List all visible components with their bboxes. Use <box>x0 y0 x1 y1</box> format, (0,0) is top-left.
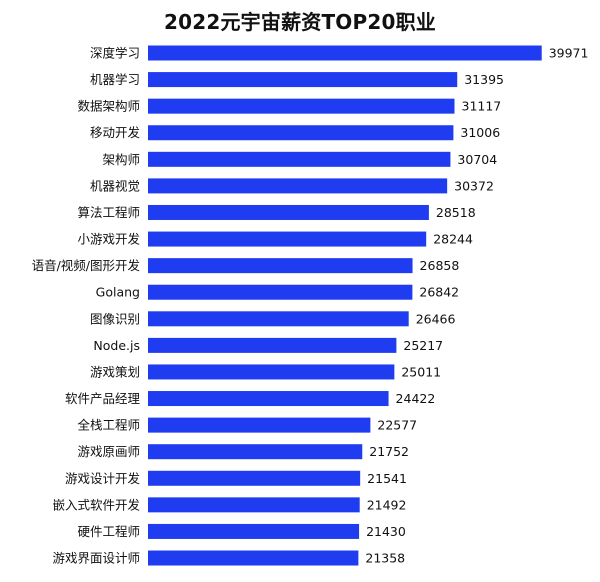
category-label: 小游戏开发 <box>77 232 140 247</box>
value-label: 26466 <box>416 311 456 326</box>
value-label: 28244 <box>433 232 473 247</box>
category-label: 全栈工程师 <box>77 418 140 433</box>
value-label: 25217 <box>403 338 443 353</box>
value-label: 30372 <box>454 178 494 193</box>
value-label: 22577 <box>377 418 417 433</box>
bar <box>148 417 371 433</box>
bar <box>148 125 454 141</box>
category-label: 硬件工程师 <box>77 524 140 539</box>
category-label: 嵌入式软件开发 <box>52 497 140 512</box>
value-label: 31117 <box>462 99 502 114</box>
value-label: 28518 <box>436 205 476 220</box>
value-label: 21541 <box>367 471 407 486</box>
bar <box>148 311 409 327</box>
value-label: 31006 <box>460 125 500 140</box>
value-label: 31395 <box>464 72 504 87</box>
value-label: 24422 <box>396 391 436 406</box>
category-label: 架构师 <box>102 152 140 167</box>
value-label: 21752 <box>369 444 409 459</box>
value-label: 21358 <box>365 551 405 566</box>
bar <box>148 45 542 61</box>
bar <box>148 523 360 539</box>
bar <box>148 444 363 460</box>
bar <box>148 391 389 407</box>
bar <box>148 470 361 486</box>
value-label: 26858 <box>420 258 460 273</box>
bar <box>148 204 429 220</box>
category-label: 机器视觉 <box>90 178 140 193</box>
bar <box>148 98 455 114</box>
category-label: 机器学习 <box>90 72 140 87</box>
category-label: 游戏界面设计师 <box>52 551 140 566</box>
bar <box>148 258 413 274</box>
bar <box>148 151 451 167</box>
bar <box>148 550 359 566</box>
category-label: 数据架构师 <box>77 99 140 114</box>
bar <box>148 72 458 88</box>
category-label: 游戏策划 <box>90 364 140 379</box>
chart-title: 2022元宇宙薪资TOP20职业 <box>164 10 436 34</box>
value-label: 30704 <box>457 152 497 167</box>
value-label: 21430 <box>366 524 406 539</box>
bar <box>148 364 395 380</box>
category-label: 算法工程师 <box>77 205 140 220</box>
bar <box>148 284 413 300</box>
category-label: Golang <box>96 285 140 300</box>
category-label: 图像识别 <box>90 311 140 326</box>
value-label: 21492 <box>367 497 407 512</box>
bar <box>148 178 448 194</box>
category-label: 深度学习 <box>90 46 140 61</box>
bar <box>148 497 360 513</box>
bar <box>148 337 397 353</box>
value-label: 39971 <box>549 46 589 61</box>
category-label: 游戏设计开发 <box>65 471 141 486</box>
category-label: 软件产品经理 <box>65 391 141 406</box>
bar <box>148 231 427 247</box>
value-label: 26842 <box>419 285 459 300</box>
category-label: Node.js <box>93 338 140 353</box>
category-label: 游戏原画师 <box>77 444 140 459</box>
category-label: 语音/视频/图形开发 <box>32 258 141 273</box>
category-label: 移动开发 <box>90 125 141 140</box>
value-label: 25011 <box>401 364 441 379</box>
